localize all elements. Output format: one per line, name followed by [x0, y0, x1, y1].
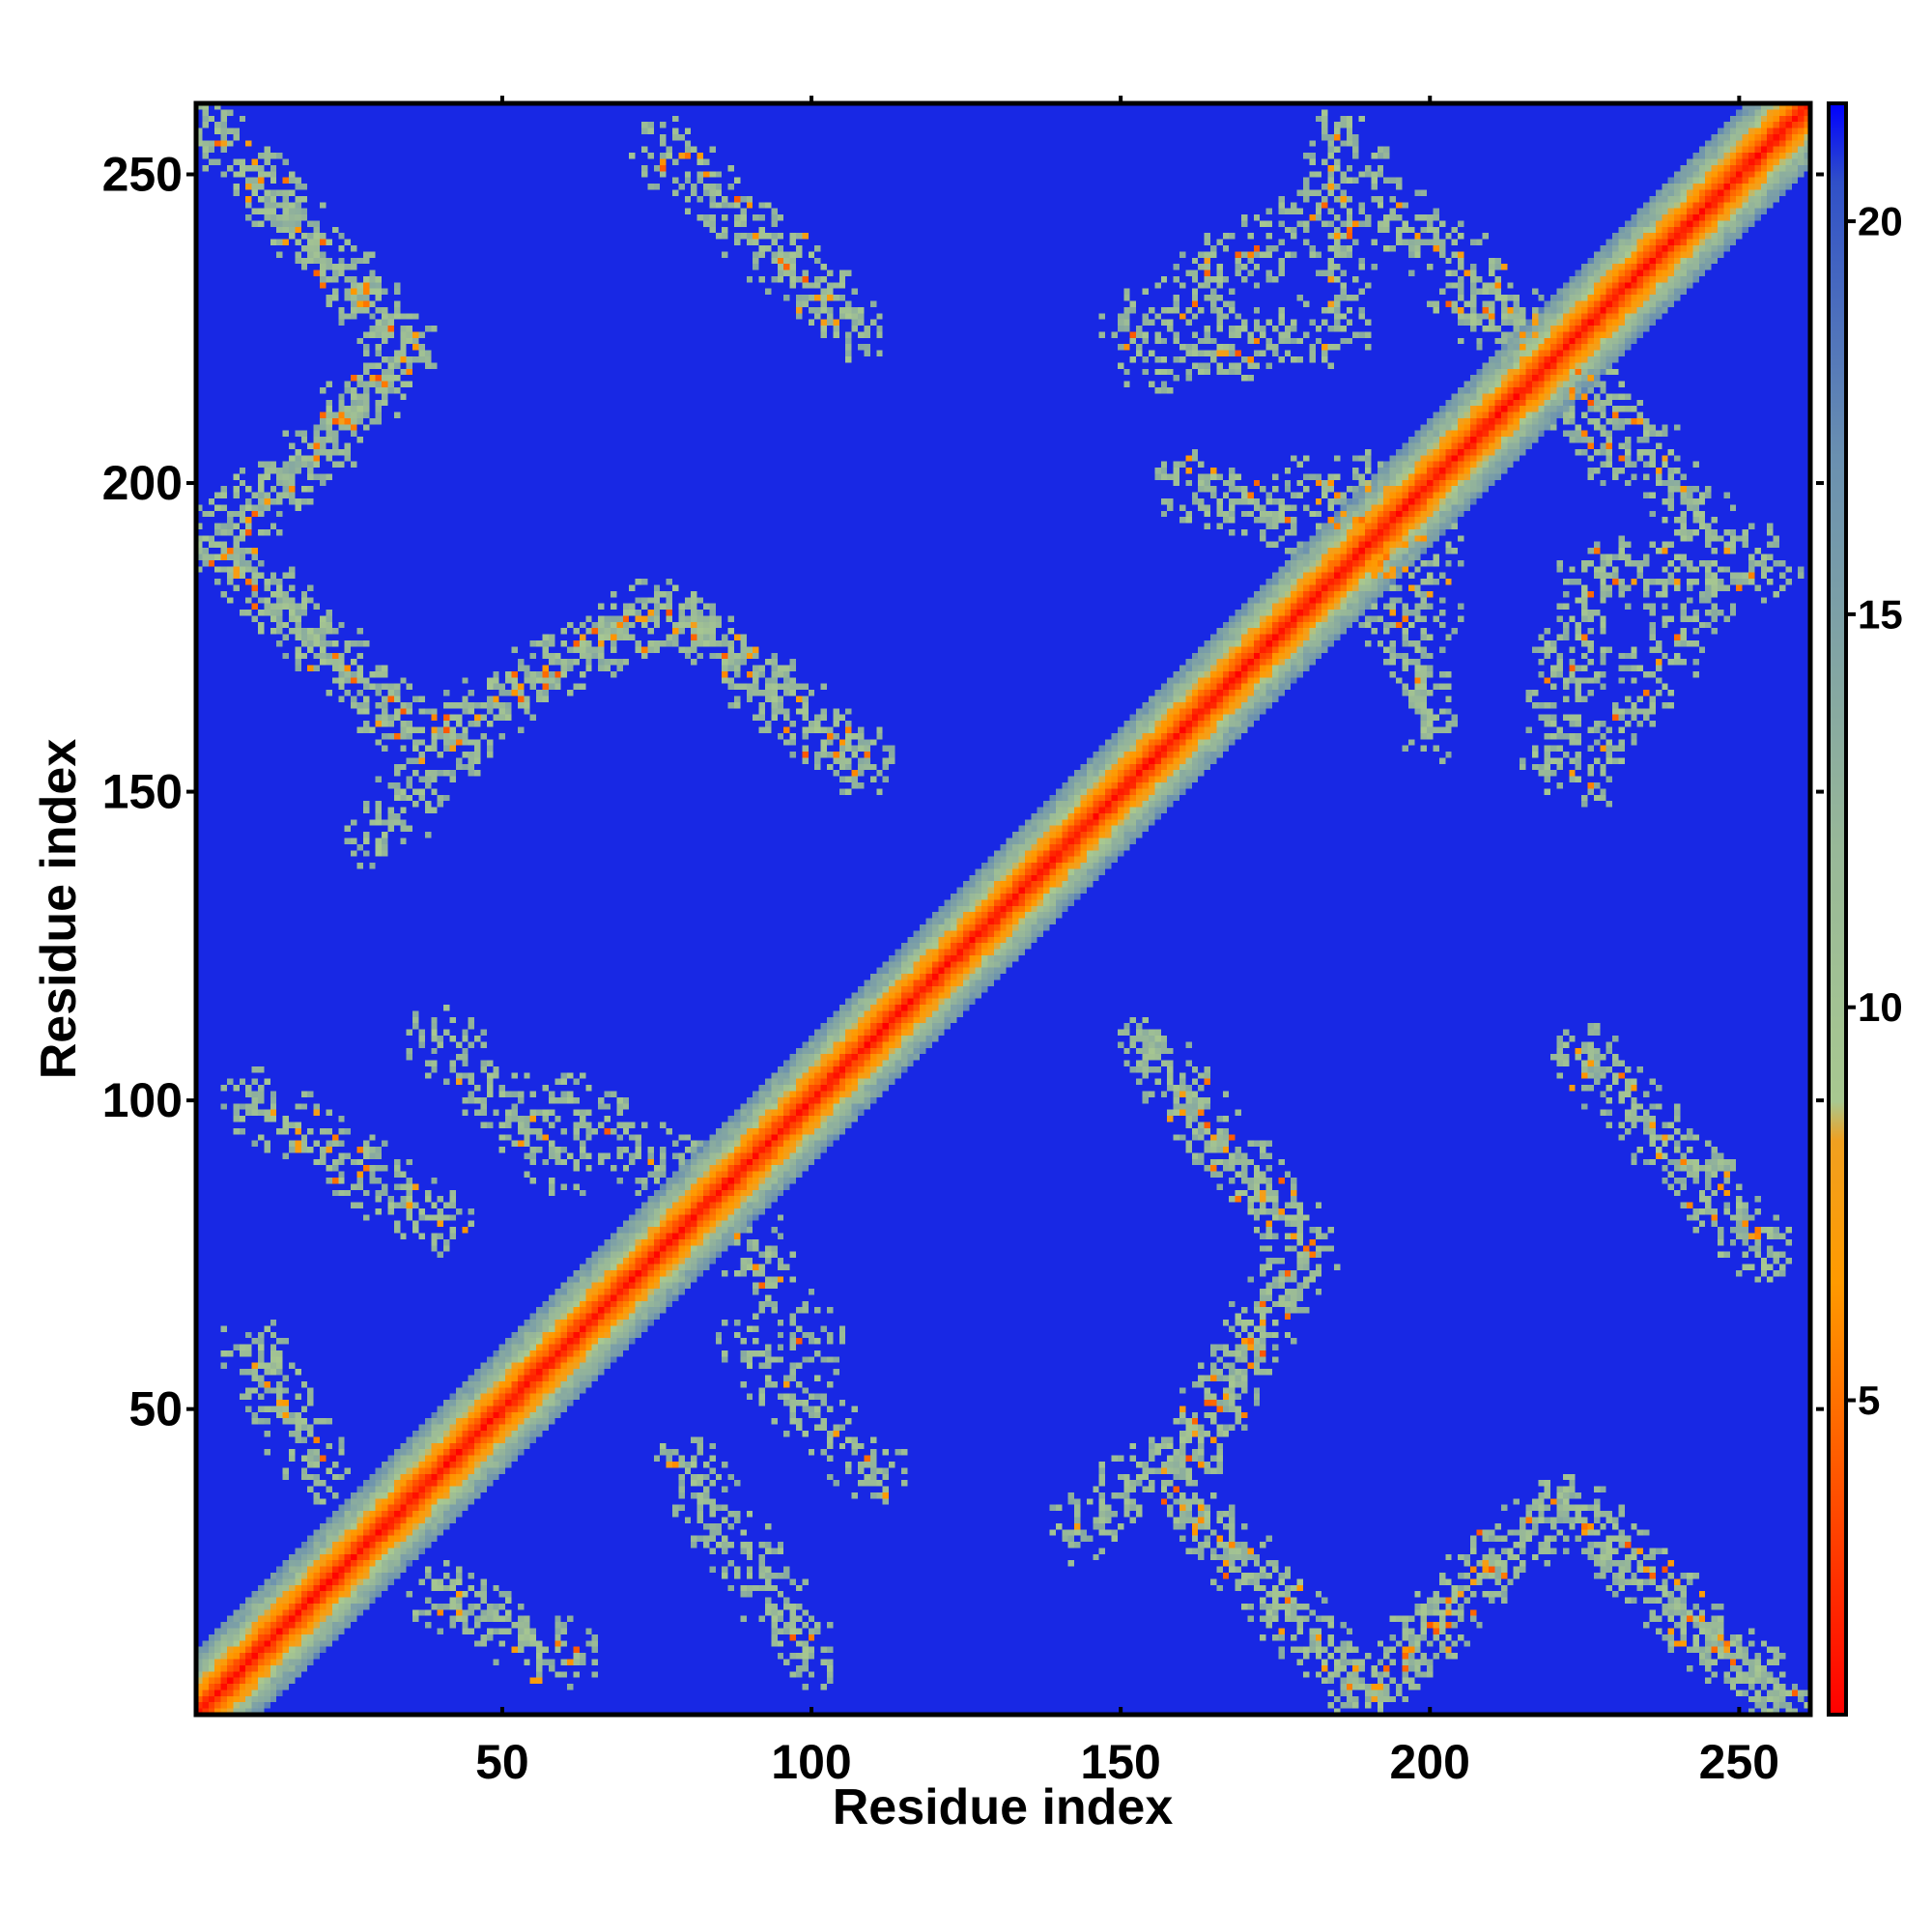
- x-tick-label: 150: [1080, 1735, 1160, 1789]
- colorbar-tick-label: 5: [1858, 1378, 1880, 1423]
- top-axis-ticks: [499, 96, 1742, 103]
- y-tick-label: 50: [128, 1382, 183, 1436]
- y-axis-ticks: 50 100 150 200 250: [102, 147, 196, 1436]
- y-tick-label: 100: [102, 1073, 183, 1127]
- y-tick-label: 150: [102, 765, 183, 819]
- heatmap-cells: [196, 103, 1810, 1715]
- y-tick-label: 200: [102, 456, 183, 510]
- heatmap-image: [196, 103, 1810, 1715]
- x-tick-label: 100: [771, 1735, 851, 1789]
- plot-frame: [193, 100, 1813, 1718]
- y-tick-label: 250: [102, 147, 183, 201]
- x-tick-label: 50: [475, 1735, 529, 1789]
- x-axis-ticks: 50 100 150 200 250: [475, 1707, 1779, 1789]
- x-tick-label: 200: [1390, 1735, 1470, 1789]
- x-axis-title: Residue index: [833, 1779, 1174, 1835]
- x-tick-label: 250: [1699, 1735, 1779, 1789]
- colorbar-tick-label: 15: [1858, 591, 1903, 637]
- colorbar-ticks: 5 10 15 20: [1846, 199, 1903, 1423]
- colorbar-gradient: [1827, 101, 1848, 1717]
- colorbar-tick-label: 10: [1858, 984, 1903, 1030]
- colorbar: 5 10 15 20: [1827, 101, 1903, 1717]
- colorbar-tick-label: 20: [1858, 199, 1903, 244]
- right-axis-ticks: [1816, 172, 1824, 1411]
- y-axis-title: Residue index: [31, 739, 87, 1080]
